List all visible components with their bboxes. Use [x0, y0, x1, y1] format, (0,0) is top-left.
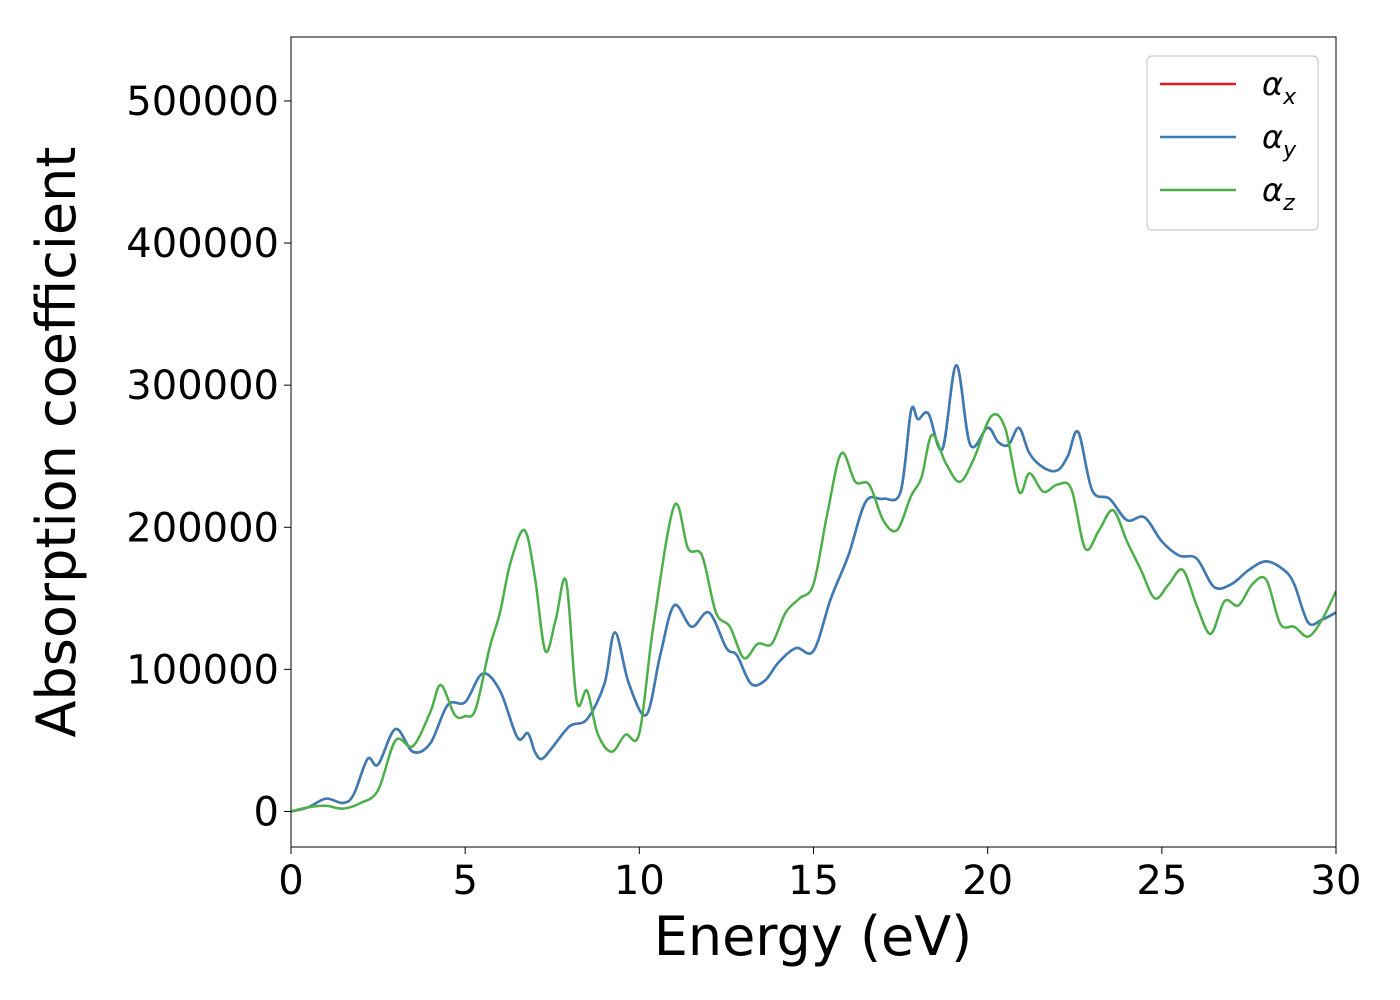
legend-subscript-y: y — [1282, 138, 1297, 163]
series-line-y — [291, 364, 1336, 813]
y-axis-label: Absorption coefficient — [25, 147, 88, 738]
y-tick-label: 500000 — [126, 79, 279, 125]
series-line-z — [291, 412, 1336, 813]
x-tick-label: 5 — [452, 858, 477, 904]
x-tick-label: 15 — [788, 858, 839, 904]
x-tick-label: 20 — [962, 858, 1013, 904]
y-tick-label: 300000 — [126, 363, 279, 409]
x-tick-label: 25 — [1136, 858, 1187, 904]
tick-layer: 0 5 10 15 20 25 30 0 100000 200000 300000 400000 500… — [126, 79, 1361, 904]
legend-box — [1146, 55, 1319, 231]
y-tick-label: 100000 — [126, 647, 279, 693]
legend-subscript-x: x — [1282, 85, 1297, 110]
series-layer — [291, 364, 1336, 813]
y-tick-label: 400000 — [126, 221, 279, 267]
x-tick-label: 30 — [1311, 858, 1362, 904]
x-tick-label: 0 — [278, 858, 303, 904]
y-tick-label: 200000 — [126, 505, 279, 551]
x-tick-label: 10 — [614, 858, 665, 904]
y-tick-label: 0 — [254, 789, 279, 835]
x-axis-label: Energy (eV) — [654, 905, 973, 968]
legend-subscript-z: z — [1282, 191, 1295, 216]
